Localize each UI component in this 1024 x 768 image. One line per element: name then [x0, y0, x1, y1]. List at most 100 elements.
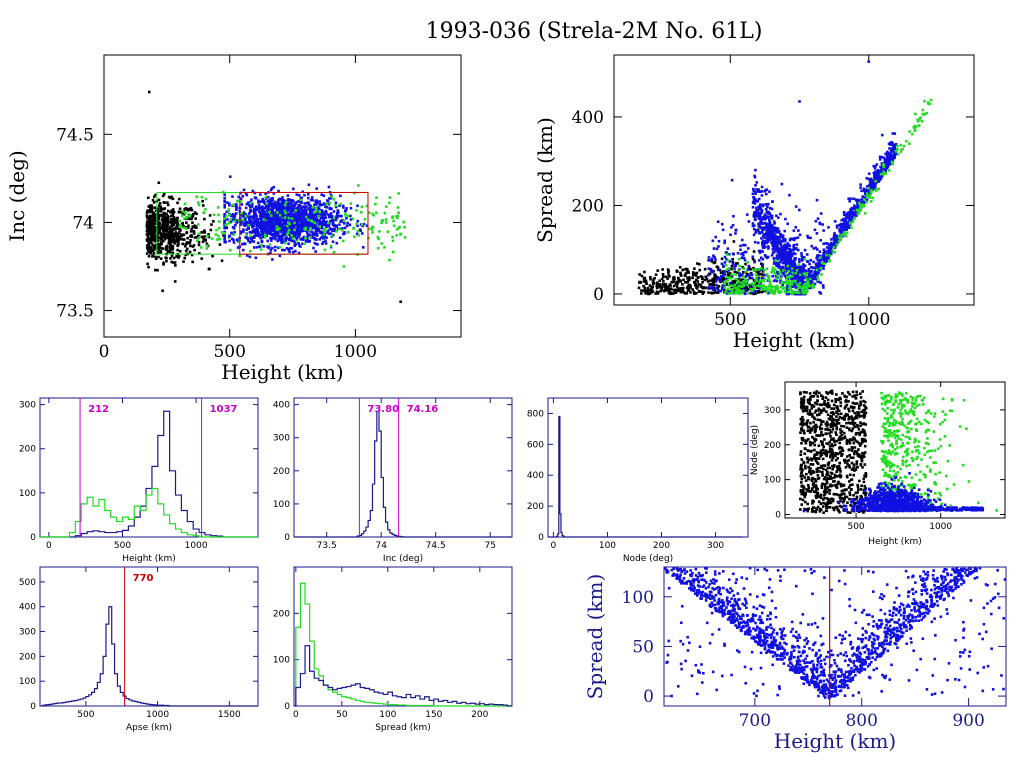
data-point [243, 218, 247, 222]
data-point [317, 207, 321, 210]
data-point [397, 211, 400, 214]
data-point [178, 207, 182, 211]
data-point [691, 271, 695, 274]
data-point [788, 284, 792, 287]
data-point [818, 250, 822, 254]
data-point [676, 270, 679, 273]
data-point [239, 230, 243, 233]
data-point [860, 198, 863, 201]
data-point [682, 278, 685, 282]
data-point [859, 442, 863, 446]
data-point [815, 273, 819, 276]
data-point [152, 251, 156, 255]
data-point [893, 146, 897, 149]
data-point [179, 228, 182, 232]
data-point [310, 222, 313, 225]
data-point [189, 238, 192, 242]
data-point [656, 281, 659, 285]
data-point [813, 270, 816, 274]
data-point [794, 236, 797, 240]
data-point [241, 194, 245, 198]
data-point [153, 268, 157, 272]
data-point [734, 229, 738, 232]
data-point [169, 248, 173, 251]
data-point [269, 248, 273, 252]
data-point [867, 172, 871, 176]
data-point [888, 147, 891, 150]
data-point [307, 240, 311, 244]
data-point [882, 165, 886, 169]
data-point [764, 245, 767, 249]
data-point [171, 212, 175, 215]
data-point [851, 214, 855, 217]
data-point [779, 277, 782, 280]
data-point [266, 217, 270, 221]
data-point [342, 206, 345, 209]
data-point [353, 191, 356, 195]
data-point [277, 207, 281, 211]
data-point [862, 195, 865, 199]
data-point [185, 231, 188, 235]
data-point [267, 205, 270, 209]
data-point [239, 231, 243, 235]
data-point [753, 201, 757, 204]
data-point [800, 252, 803, 255]
data-point [667, 290, 671, 293]
data-point [309, 230, 312, 233]
data-point [794, 205, 798, 208]
data-point [740, 273, 744, 277]
data-point [148, 206, 152, 209]
data-point [265, 234, 269, 238]
data-point [304, 226, 308, 230]
data-point [311, 206, 315, 209]
data-point [756, 290, 760, 293]
data-point [766, 226, 769, 230]
data-point [783, 260, 787, 264]
data-point [775, 236, 778, 239]
data-point [161, 218, 164, 222]
data-point [758, 279, 762, 283]
data-point [817, 262, 821, 266]
data-point [689, 286, 692, 289]
data-point [783, 274, 787, 278]
data-point [806, 277, 810, 281]
data-point [806, 260, 810, 264]
data-point [263, 233, 267, 237]
data-point [893, 156, 896, 160]
data-point [716, 277, 719, 281]
data-point [146, 209, 149, 213]
data-point [217, 234, 220, 238]
data-point [771, 251, 775, 254]
data-point [315, 238, 318, 241]
data-point [200, 231, 204, 234]
data-point [263, 223, 266, 226]
data-point [809, 280, 813, 283]
data-point [702, 290, 706, 294]
data-point [717, 239, 721, 243]
data-point [162, 214, 166, 217]
data-point [145, 252, 149, 255]
data-point [761, 239, 765, 243]
data-point [800, 265, 803, 268]
data-point [692, 273, 695, 277]
data-point [783, 286, 786, 289]
data-point [182, 238, 186, 241]
data-point [757, 188, 761, 191]
data-point [784, 267, 788, 271]
data-point [762, 289, 765, 293]
data-point [792, 244, 795, 248]
data-point [880, 171, 883, 174]
data-point [722, 270, 726, 273]
data-point [885, 164, 889, 168]
data-point [892, 145, 895, 148]
data-point [158, 230, 161, 233]
data-point [813, 228, 817, 232]
data-point [761, 276, 765, 280]
data-point [760, 287, 763, 291]
data-point [886, 150, 889, 154]
data-point [149, 248, 152, 251]
data-point [820, 273, 823, 276]
data-point [770, 270, 773, 274]
data-point [720, 262, 724, 266]
